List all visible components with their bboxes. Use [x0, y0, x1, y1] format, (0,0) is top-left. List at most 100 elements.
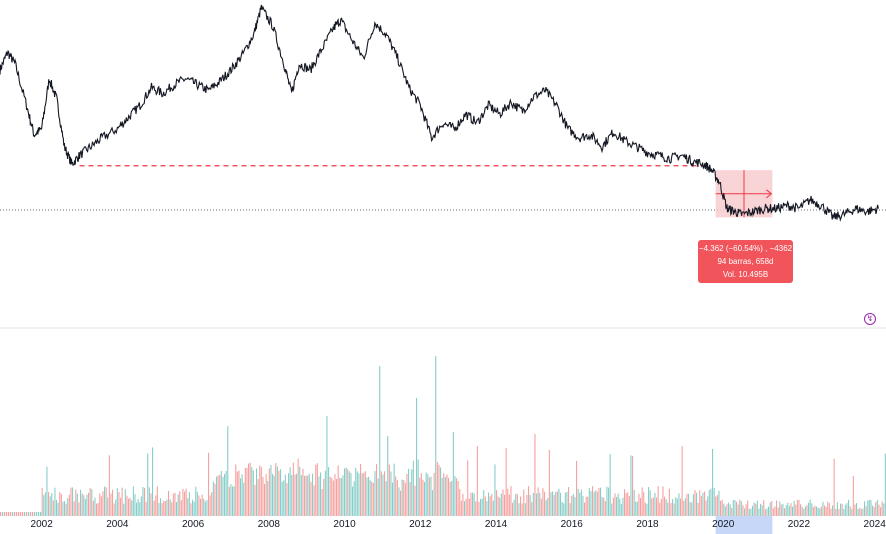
volume-bar — [843, 509, 845, 516]
volume-bar — [105, 487, 107, 516]
volume-bar — [369, 480, 371, 516]
volume-bar — [875, 502, 877, 516]
x-tick-label: 2018 — [636, 519, 659, 530]
volume-bar — [166, 499, 168, 516]
volume-bar — [296, 473, 298, 516]
volume-bar — [710, 488, 712, 516]
volume-bar — [81, 493, 83, 516]
volume-bar — [198, 495, 200, 516]
volume-bar — [318, 476, 320, 516]
volume-bar — [673, 503, 675, 516]
volume-bar — [448, 477, 450, 516]
volume-bar — [755, 503, 757, 516]
x-tick-label: 2020 — [712, 519, 735, 530]
volume-bar — [254, 485, 256, 516]
volume-bar — [158, 502, 160, 516]
volume-bar — [417, 459, 419, 516]
volume-bar — [851, 508, 853, 516]
volume-bar — [576, 461, 578, 516]
volume-bar — [840, 503, 842, 516]
volume-bar — [715, 496, 717, 516]
measure-area — [715, 170, 773, 218]
volume-bar — [259, 465, 261, 516]
volume-bar — [94, 497, 96, 516]
volume-bar — [22, 512, 24, 516]
volume-bar — [430, 476, 432, 516]
volume-bar — [72, 487, 74, 516]
measure-volume: Vol. 10.495B — [722, 270, 769, 279]
volume-bar — [222, 476, 224, 516]
volume-bar — [814, 505, 816, 516]
volume-bar — [401, 479, 403, 516]
volume-bar — [278, 471, 280, 516]
volume-bar — [163, 500, 165, 516]
volume-bar — [688, 493, 690, 516]
volume-bar — [446, 474, 448, 516]
x-tick-label: 2010 — [333, 519, 356, 530]
volume-bar — [854, 504, 856, 516]
volume-bar — [694, 490, 696, 516]
volume-bar — [348, 471, 350, 516]
volume-bar — [228, 486, 230, 516]
volume-bar — [324, 470, 326, 516]
volume-bar — [30, 512, 32, 516]
volume-bar — [473, 493, 475, 516]
volume-bar — [718, 490, 720, 516]
volume-bar — [595, 490, 597, 516]
volume-bar — [64, 501, 66, 516]
volume-bar — [217, 475, 219, 516]
volume-bar — [110, 493, 112, 516]
volume-bar — [771, 501, 773, 516]
volume-bar — [40, 512, 42, 516]
volume-bar — [788, 505, 790, 516]
volume-bar — [683, 500, 685, 516]
volume-bar — [150, 493, 152, 516]
volume-bar — [579, 492, 581, 516]
volume-bar — [668, 488, 670, 516]
volume-bar — [747, 500, 749, 516]
volume-bar — [809, 499, 811, 516]
volume-bar — [62, 501, 64, 516]
volume-bar — [411, 469, 413, 516]
volume-bar — [240, 478, 242, 516]
volume-bar — [878, 504, 880, 516]
volume-bar — [438, 464, 440, 516]
volume-bar — [288, 473, 290, 516]
volume-bar — [56, 500, 58, 516]
volume-bar — [128, 498, 130, 516]
volume-bar — [811, 503, 813, 516]
volume-bar — [806, 505, 808, 516]
volume-bar — [427, 474, 429, 516]
volume-bar — [692, 494, 694, 516]
volume-bar — [656, 497, 658, 516]
volume-bar — [126, 495, 128, 516]
volume-bar — [734, 500, 736, 516]
volume-bar — [531, 502, 533, 516]
volume-bar — [670, 503, 672, 516]
volume-bar — [153, 500, 155, 516]
volume-bar — [792, 506, 794, 516]
price-series-line — [0, 4, 879, 222]
volume-bar — [190, 503, 192, 516]
volume-bar — [728, 502, 730, 516]
volume-bar — [248, 463, 250, 516]
volume-bar — [273, 475, 275, 516]
volume-bar — [566, 491, 568, 516]
volume-bar — [83, 495, 85, 516]
volume-bar — [720, 500, 722, 516]
volume-bar — [420, 473, 422, 516]
volume-bar — [515, 494, 517, 516]
volume-bar — [753, 502, 755, 516]
volume-bar — [574, 497, 576, 516]
volume-bar — [526, 495, 528, 516]
volume-bar — [246, 467, 248, 516]
volume-bar — [500, 493, 502, 516]
volume-bar — [592, 486, 594, 516]
volume-bar — [123, 503, 125, 516]
lightning-icon[interactable]: ↯ — [864, 313, 876, 325]
volume-bar — [824, 505, 826, 516]
volume-bar — [740, 501, 742, 516]
volume-bar — [560, 492, 562, 516]
volume-bar — [368, 476, 370, 516]
